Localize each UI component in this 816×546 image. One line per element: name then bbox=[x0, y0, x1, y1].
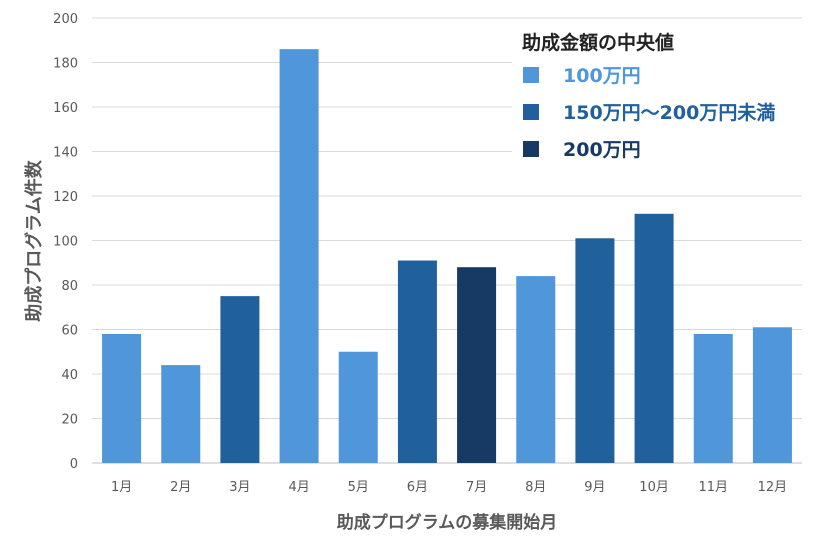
y-tick-label: 80 bbox=[61, 279, 78, 294]
legend-title: 助成金額の中央値 bbox=[522, 31, 674, 54]
y-tick-label: 180 bbox=[53, 57, 78, 72]
x-tick-label: 4月 bbox=[288, 480, 309, 495]
x-tick-label: 2月 bbox=[170, 480, 191, 495]
x-tick-label: 3月 bbox=[229, 480, 250, 495]
legend-label: 200万円 bbox=[563, 139, 641, 161]
y-tick-labels: 0 20 40 60 80 100 120 140 160 180 200 bbox=[53, 12, 78, 472]
bar bbox=[102, 333, 142, 463]
bar bbox=[693, 333, 733, 463]
x-tick-label: 5月 bbox=[348, 480, 369, 495]
y-tick-label: 200 bbox=[53, 12, 78, 27]
bar bbox=[457, 267, 497, 463]
bar bbox=[338, 351, 378, 463]
x-tick-label: 11月 bbox=[698, 480, 728, 495]
bar bbox=[634, 213, 674, 463]
bar bbox=[752, 327, 792, 463]
y-tick-label: 140 bbox=[53, 146, 78, 161]
y-tick-label: 120 bbox=[53, 190, 78, 205]
legend: 助成金額の中央値 100万円 150万円～200万円未満 200万円 bbox=[512, 22, 802, 162]
x-tick-label: 10月 bbox=[639, 480, 669, 495]
bars bbox=[102, 49, 792, 464]
bar bbox=[397, 260, 437, 463]
bar bbox=[220, 296, 260, 463]
y-axis-label: 助成プログラム件数 bbox=[23, 159, 45, 321]
x-tick-label: 6月 bbox=[407, 480, 428, 495]
x-tick-label: 1月 bbox=[111, 480, 132, 495]
x-tick-label: 8月 bbox=[525, 480, 546, 495]
bar bbox=[516, 276, 556, 463]
y-tick-label: 40 bbox=[61, 368, 78, 383]
legend-label: 150万円～200万円未満 bbox=[563, 101, 775, 124]
x-tick-label: 12月 bbox=[758, 480, 788, 495]
x-tick-label: 7月 bbox=[466, 480, 487, 495]
legend-swatch bbox=[523, 67, 539, 83]
x-axis-label: 助成プログラムの募集開始月 bbox=[337, 512, 558, 533]
legend-swatch bbox=[523, 141, 539, 157]
bar bbox=[161, 365, 201, 463]
legend-swatch bbox=[523, 104, 539, 120]
bar bbox=[279, 49, 319, 464]
y-tick-label: 100 bbox=[53, 235, 78, 250]
x-tick-labels: 1月 2月 3月 4月 5月 6月 7月 8月 9月 10月 11月 12月 bbox=[111, 480, 787, 495]
x-tick-label: 9月 bbox=[584, 480, 605, 495]
y-tick-label: 0 bbox=[70, 457, 78, 472]
legend-label: 100万円 bbox=[563, 65, 641, 87]
y-tick-label: 60 bbox=[61, 324, 78, 339]
y-tick-label: 160 bbox=[53, 101, 78, 116]
y-tick-label: 20 bbox=[61, 413, 78, 428]
bar bbox=[575, 238, 615, 463]
